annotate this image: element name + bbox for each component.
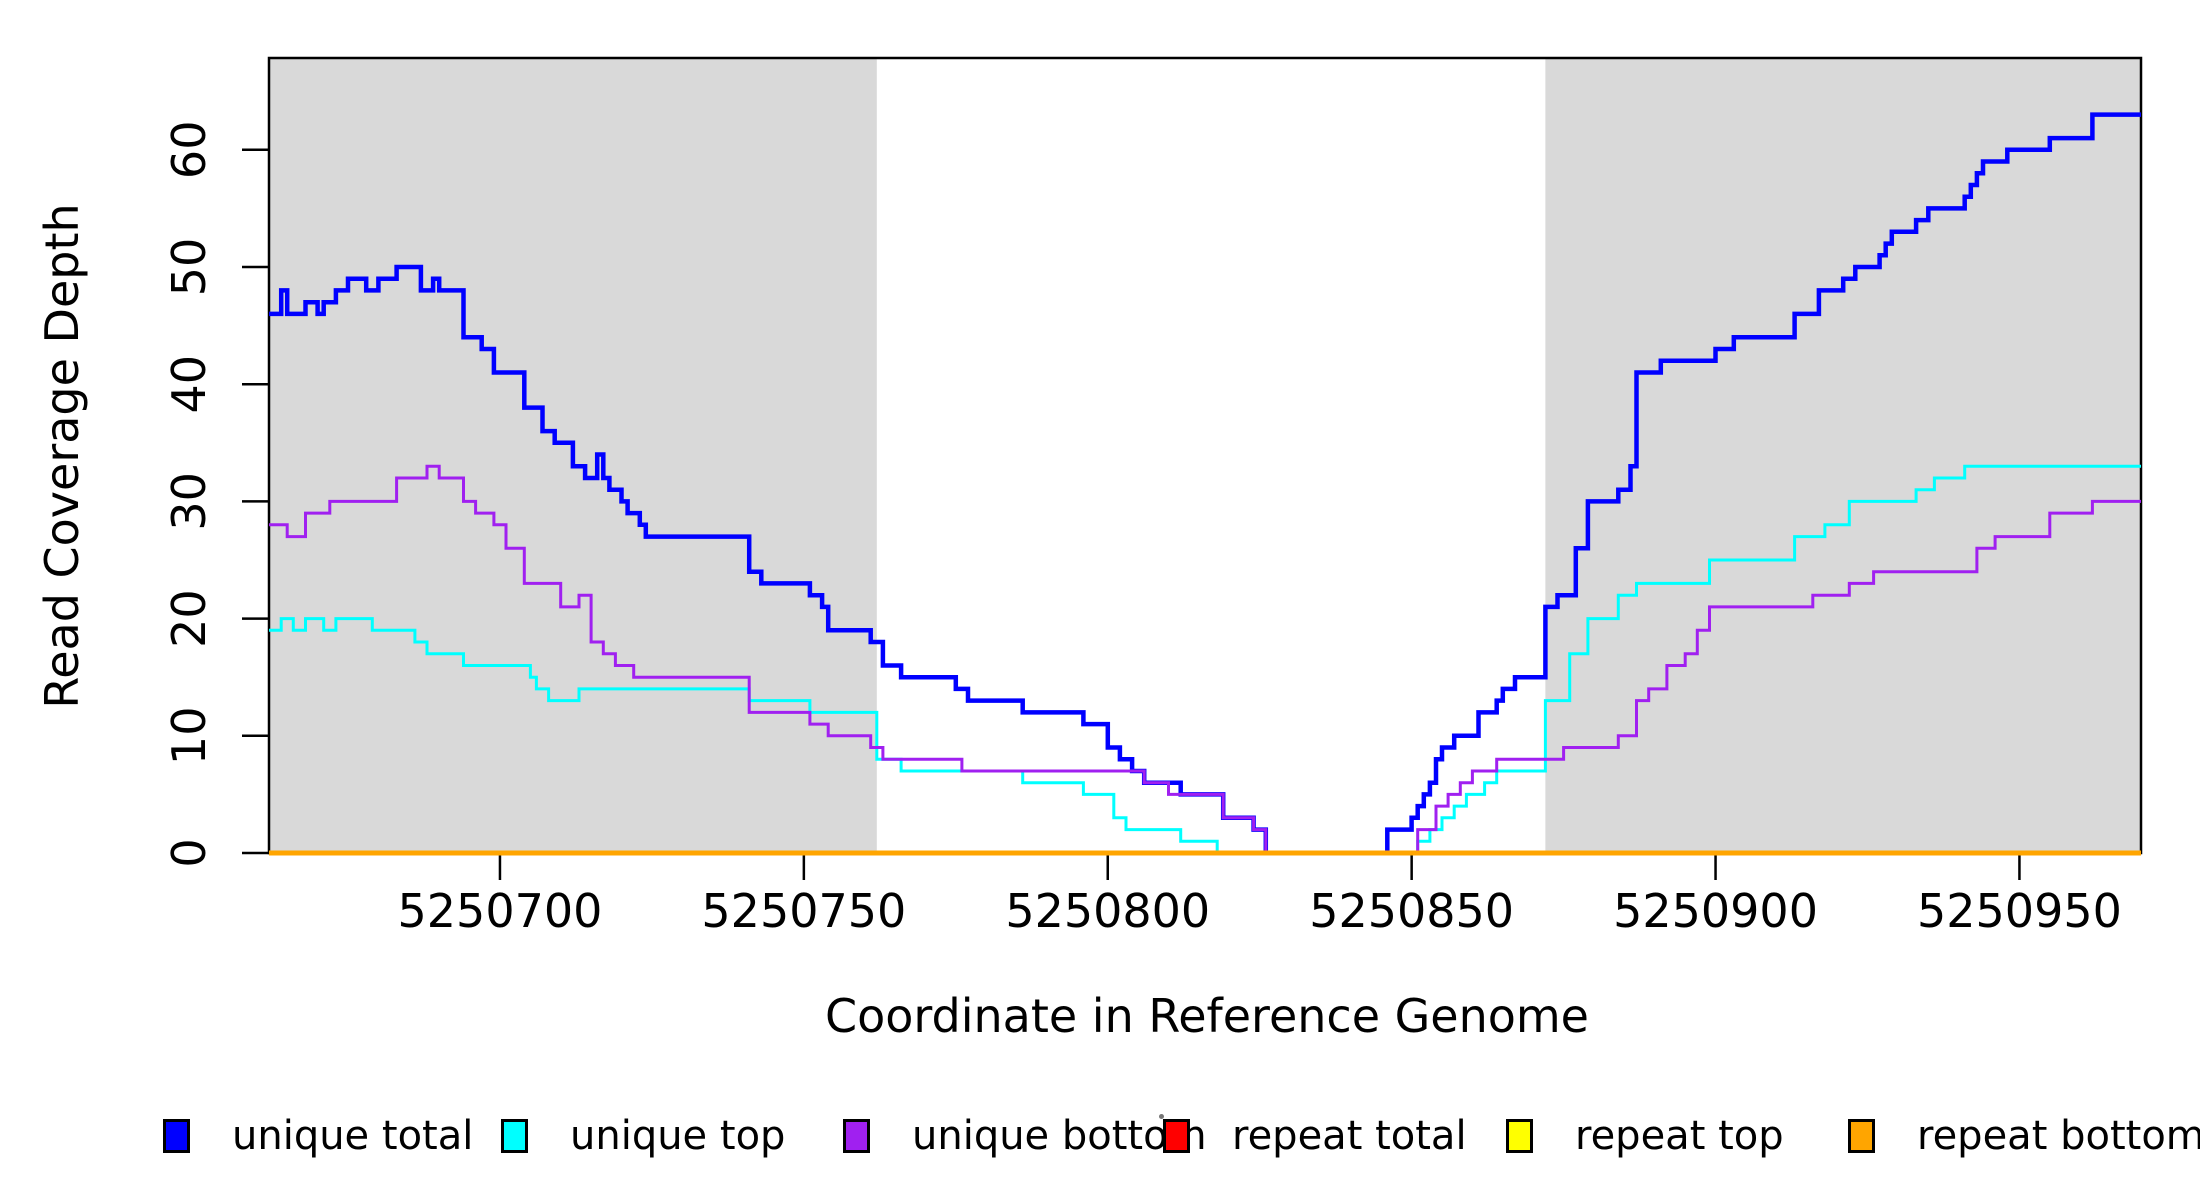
series-line-unique-bottom [269,464,2141,855]
stray-dot [1159,1114,1164,1119]
legend-swatch-repeat-top [1506,1119,1533,1153]
legend-label: repeat total [1232,1113,1467,1159]
x-tick-label: 5250800 [1005,884,1210,938]
legend-item-unique-top: unique top [501,1106,785,1166]
legend-item-repeat-bottom: repeat bottom [1848,1106,2200,1166]
series-lines [269,112,2141,856]
legend-swatch-repeat-total [1163,1119,1190,1153]
x-tick-label: 5250850 [1309,884,1514,938]
y-tick-label: 0 [162,838,216,867]
axes: 5250700 5250750 5250800 5250850 5250900 52509… [162,56,2143,938]
legend-label: unique bottom [912,1113,1207,1159]
y-tick-label: 40 [162,355,216,414]
y-tick-label: 30 [162,472,216,531]
y-axis-title: Read Coverage Depth [35,203,89,708]
legend-swatch-repeat-bottom [1848,1119,1875,1153]
legend-label: unique top [570,1113,786,1159]
y-tick-label: 20 [162,589,216,648]
x-axis-title: Coordinate in Reference Genome [825,989,1589,1043]
y-tick-label: 60 [162,121,216,180]
x-tick-label: 5250750 [701,884,906,938]
legend-label: unique total [232,1113,474,1159]
legend-item-unique-bottom: unique bottom [843,1106,1207,1166]
legend-item-repeat-top: repeat top [1506,1106,1784,1166]
y-tick-label: 10 [162,707,216,766]
legend-item-repeat-total: repeat total [1163,1106,1467,1166]
legend-swatch-unique-top [501,1119,528,1153]
y-tick-label: 50 [162,238,216,297]
shaded-regions [269,58,2141,853]
legend: unique total unique top unique bottom repea… [0,1106,2200,1176]
shaded-region [1545,58,2141,853]
x-tick-label: 5250900 [1613,884,1818,938]
legend-swatch-unique-total [163,1119,190,1153]
series-line-unique-top [269,464,2141,855]
legend-item-unique-total: unique total [163,1106,473,1166]
legend-swatch-unique-bottom [843,1119,870,1153]
legend-label: repeat bottom [1917,1113,2200,1159]
legend-label: repeat top [1575,1113,1784,1159]
x-tick-label: 5250950 [1917,884,2122,938]
x-tick-label: 5250700 [398,884,603,938]
